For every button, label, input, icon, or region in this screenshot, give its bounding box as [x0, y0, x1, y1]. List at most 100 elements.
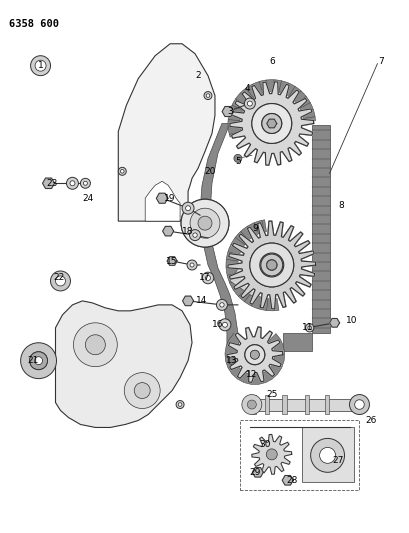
Circle shape [233, 155, 241, 163]
Polygon shape [229, 243, 271, 298]
Text: 5: 5 [234, 157, 240, 166]
Circle shape [247, 400, 256, 409]
Polygon shape [227, 221, 315, 309]
Text: 3: 3 [227, 107, 232, 116]
Polygon shape [55, 301, 191, 427]
Circle shape [250, 350, 258, 359]
Text: 4: 4 [245, 84, 250, 93]
Text: 15: 15 [166, 256, 178, 265]
Circle shape [192, 233, 197, 237]
Circle shape [190, 208, 219, 238]
Circle shape [198, 216, 211, 230]
Text: 17: 17 [199, 273, 210, 282]
Circle shape [247, 101, 252, 106]
Text: 6358 600: 6358 600 [9, 19, 58, 29]
Polygon shape [156, 193, 168, 203]
Polygon shape [227, 221, 315, 309]
Circle shape [178, 403, 182, 406]
Circle shape [354, 400, 363, 409]
Circle shape [251, 103, 291, 143]
Circle shape [120, 169, 124, 173]
Text: 25: 25 [265, 390, 277, 399]
Polygon shape [182, 296, 193, 305]
Text: 11: 11 [301, 324, 312, 332]
Polygon shape [225, 334, 284, 384]
Circle shape [185, 206, 190, 211]
Text: 27: 27 [331, 456, 342, 465]
Polygon shape [251, 394, 255, 415]
Circle shape [241, 394, 261, 415]
Circle shape [222, 322, 227, 327]
Text: 13: 13 [226, 356, 237, 365]
Polygon shape [244, 399, 354, 410]
Polygon shape [227, 79, 315, 137]
Text: 28: 28 [285, 476, 297, 485]
Text: 24: 24 [83, 193, 94, 203]
Circle shape [182, 202, 193, 214]
Circle shape [190, 263, 193, 267]
Polygon shape [251, 434, 291, 474]
Text: 29: 29 [249, 468, 260, 477]
Circle shape [189, 230, 200, 240]
Circle shape [249, 243, 293, 287]
Circle shape [189, 207, 220, 239]
Circle shape [34, 357, 43, 365]
Polygon shape [118, 44, 214, 221]
Circle shape [310, 439, 344, 472]
Circle shape [307, 326, 311, 329]
Circle shape [206, 94, 209, 98]
Polygon shape [266, 119, 276, 128]
Circle shape [205, 276, 210, 280]
Polygon shape [167, 257, 177, 265]
Circle shape [29, 352, 47, 370]
Circle shape [227, 357, 235, 365]
Circle shape [31, 56, 50, 76]
Circle shape [219, 303, 224, 307]
Circle shape [249, 243, 293, 287]
Circle shape [29, 352, 47, 370]
Circle shape [55, 276, 65, 286]
Circle shape [73, 323, 117, 367]
Polygon shape [324, 394, 328, 415]
Circle shape [124, 373, 160, 408]
Text: 14: 14 [196, 296, 207, 305]
Circle shape [134, 383, 150, 399]
Circle shape [244, 98, 255, 109]
Circle shape [85, 335, 105, 354]
Circle shape [83, 181, 87, 185]
Circle shape [261, 114, 281, 133]
Circle shape [218, 319, 230, 331]
Circle shape [204, 92, 211, 100]
Polygon shape [282, 333, 311, 351]
Circle shape [198, 216, 211, 230]
Text: 23: 23 [47, 179, 58, 188]
Circle shape [202, 272, 213, 284]
Text: 18: 18 [182, 227, 193, 236]
Polygon shape [329, 319, 339, 327]
Text: 21: 21 [27, 356, 38, 365]
Polygon shape [229, 82, 313, 165]
Polygon shape [229, 82, 313, 165]
Circle shape [348, 394, 369, 415]
Circle shape [266, 260, 276, 270]
Circle shape [244, 345, 264, 365]
Circle shape [35, 60, 46, 71]
Circle shape [187, 260, 197, 270]
Polygon shape [281, 394, 286, 415]
Circle shape [259, 253, 283, 277]
Circle shape [319, 447, 335, 463]
Circle shape [176, 400, 184, 408]
Polygon shape [162, 227, 173, 236]
Circle shape [80, 179, 90, 188]
Circle shape [260, 254, 282, 276]
Circle shape [70, 181, 75, 186]
Text: 12: 12 [245, 370, 257, 379]
Circle shape [118, 167, 126, 175]
Polygon shape [281, 475, 292, 485]
Circle shape [66, 177, 78, 189]
Polygon shape [304, 394, 308, 415]
Polygon shape [311, 125, 329, 333]
Polygon shape [252, 467, 263, 477]
Polygon shape [301, 427, 354, 482]
Circle shape [181, 199, 228, 247]
